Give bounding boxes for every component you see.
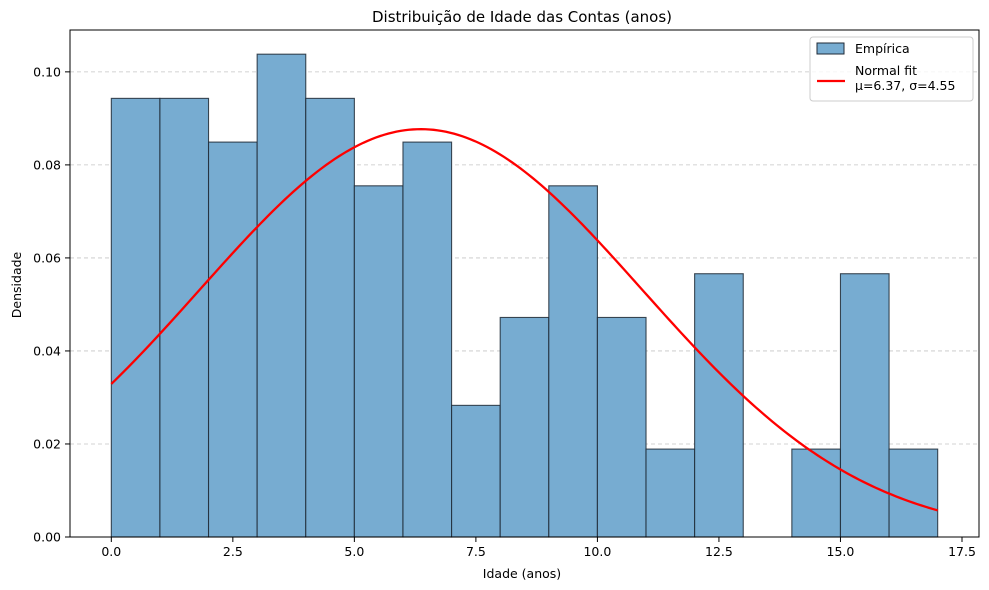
histogram-bar <box>694 273 744 538</box>
legend-label-normal-fit-line2: μ=6.37, σ=4.55 <box>855 78 955 93</box>
y-tick-label: 0.10 <box>33 64 61 79</box>
normal-fit-layer <box>110 128 938 512</box>
x-tick-label: 2.5 <box>223 544 243 559</box>
histogram-bar <box>839 273 890 538</box>
histogram-bar <box>645 448 696 538</box>
histogram-bar <box>402 141 453 538</box>
x-tick-label: 10.0 <box>583 544 611 559</box>
x-tick-label: 12.5 <box>705 544 733 559</box>
x-axis-title: Idade (anos) <box>483 566 561 581</box>
x-tick-label: 7.5 <box>466 544 486 559</box>
legend-frame <box>809 36 974 102</box>
legend-label-empirical: Empírica <box>855 41 910 56</box>
histogram-bar <box>499 316 550 538</box>
ticks-layer: 0.0 2.5 5.0 7.5 10.0 12.5 15.0 17.5 0.00 0.02 0.04… <box>33 64 976 559</box>
histogram-bar <box>110 97 161 538</box>
histogram-bar <box>256 53 307 538</box>
histogram-bars <box>110 53 939 538</box>
histogram-bar <box>305 97 355 538</box>
legend: Empírica Normal fit μ=6.37, σ=4.55 <box>809 36 974 102</box>
axes-frame <box>69 29 980 538</box>
y-axis-title: Densidade <box>9 251 24 318</box>
x-tick-label: 15.0 <box>827 544 855 559</box>
plot-frame <box>69 29 980 538</box>
histogram-bar <box>888 448 939 538</box>
histogram-bar <box>791 448 842 538</box>
y-tick-label: 0.02 <box>33 436 61 451</box>
y-tick-label: 0.00 <box>33 530 61 545</box>
y-tick-label: 0.04 <box>33 343 61 358</box>
y-tick-label: 0.08 <box>33 157 61 172</box>
histogram-bar <box>451 404 501 538</box>
histogram-bar <box>159 97 210 538</box>
x-tick-label: 0.0 <box>101 544 121 559</box>
normal-fit-line <box>110 128 938 512</box>
histogram-bar <box>548 185 598 538</box>
histogram-bar <box>353 185 404 538</box>
x-tick-label: 5.0 <box>344 544 364 559</box>
x-tick-label: 17.5 <box>948 544 976 559</box>
histogram-bar <box>596 316 647 538</box>
legend-swatch-empirical <box>816 42 845 55</box>
chart-title: Distribuição de Idade das Contas (anos) <box>372 8 672 26</box>
legend-label-normal-fit-line1: Normal fit <box>855 63 917 78</box>
histogram-bar <box>207 141 258 538</box>
y-tick-label: 0.06 <box>33 250 61 265</box>
